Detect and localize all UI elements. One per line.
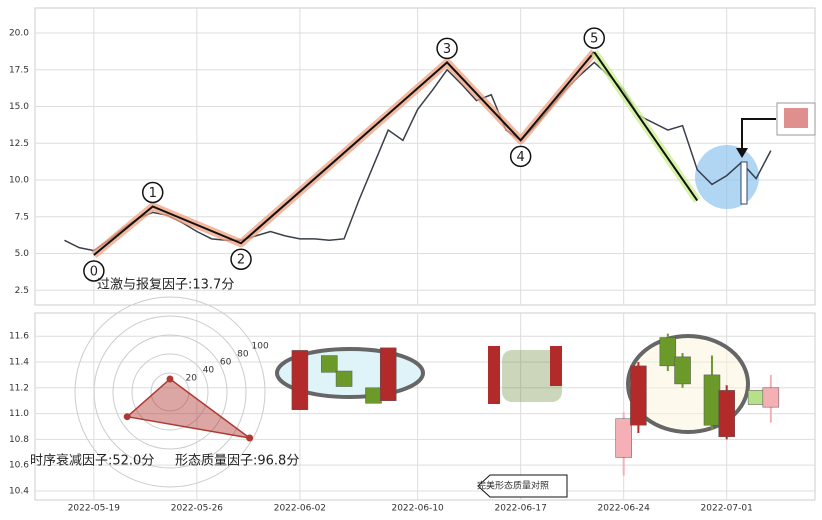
y-tick-label: 12.5 [9, 139, 29, 149]
radar-label: 过激与报复因子:13.7分 [97, 278, 234, 293]
top-panel [34, 7, 816, 306]
wave-label: 2 [237, 253, 245, 268]
radar-ring [131, 353, 209, 431]
wave-point [436, 37, 458, 60]
radar-ring [74, 296, 266, 488]
candle-body [659, 337, 677, 367]
y-tick-label: 11.4 [9, 358, 29, 368]
y-tick-label: 20.0 [9, 28, 29, 38]
radar-point [166, 375, 174, 383]
wave-label: 5 [590, 32, 598, 47]
wave-point [230, 248, 252, 270]
icon [784, 108, 808, 128]
radar-area [125, 378, 251, 439]
radar-point [123, 413, 131, 421]
wave-point [509, 145, 532, 168]
y-tick-label: 11.0 [9, 409, 29, 419]
candle-body [718, 390, 735, 438]
y-tick-label: 11.2 [9, 383, 29, 393]
wave-point [583, 27, 605, 49]
icon [550, 346, 562, 386]
radar-ring [150, 372, 190, 412]
wave-label: 1 [149, 186, 157, 201]
radar-tick-label: 60 [220, 357, 232, 367]
x-tick-label: 2022-05-26 [171, 504, 224, 514]
icon [488, 346, 500, 404]
candle-body [321, 355, 338, 373]
icon [502, 350, 562, 402]
x-tick-label: 2022-06-10 [391, 504, 444, 514]
pointer-arrow [741, 118, 776, 155]
candle-body [747, 390, 765, 405]
y-tick-label: 17.5 [9, 65, 29, 75]
x-tick-label: 2022-06-02 [274, 504, 326, 514]
compare-button[interactable] [477, 474, 568, 498]
radar-label: 时序衰减因子:52.0分 [30, 453, 154, 469]
trend-line [593, 51, 699, 202]
radar-label: 形态质量因子:96.8分 [175, 454, 299, 469]
pointer-arrowhead [736, 148, 748, 158]
x-tick-label: 2022-07-01 [701, 504, 753, 514]
candle-body [630, 365, 647, 426]
y-tick-label: 10.8 [9, 435, 29, 445]
y-tick-label: 10.6 [9, 461, 29, 471]
radar-tick-label: 40 [203, 365, 215, 375]
candle-body [379, 347, 397, 401]
candle-body [365, 387, 382, 404]
candle-body [703, 374, 721, 426]
candle-body [335, 370, 353, 387]
radar-ring [93, 315, 247, 469]
marker-box [740, 161, 748, 205]
y-tick-label: 10.0 [9, 176, 29, 186]
radar-tick-label: 20 [185, 373, 197, 383]
wave-line [93, 51, 596, 256]
x-tick-label: 2022-06-17 [495, 504, 547, 514]
y-tick-label: 10.4 [9, 486, 29, 496]
radar-ring [112, 334, 228, 450]
y-tick-label: 2.5 [15, 286, 29, 296]
radar-tick-label: 100 [252, 341, 269, 351]
y-tick-label: 5.0 [15, 249, 30, 259]
wave-label: 3 [443, 42, 451, 57]
radar-tick-label: 80 [237, 349, 249, 359]
candle-body [291, 350, 309, 410]
compare-button-label[interactable]: 完美形态质量对照 [477, 480, 549, 492]
candle-body [762, 387, 780, 408]
wave-label: 0 [90, 265, 98, 280]
x-tick-label: 2022-06-24 [598, 504, 651, 514]
candle-body [615, 418, 632, 458]
wave-point [83, 260, 105, 282]
wave-label: 4 [517, 150, 525, 165]
y-tick-label: 15.0 [9, 102, 29, 112]
y-tick-label: 11.6 [9, 332, 29, 342]
radar-point [246, 434, 254, 442]
x-tick-label: 2022-05-19 [68, 504, 121, 514]
y-tick-label: 7.5 [15, 212, 29, 222]
candle-body [674, 356, 691, 385]
wave-point [141, 181, 164, 204]
